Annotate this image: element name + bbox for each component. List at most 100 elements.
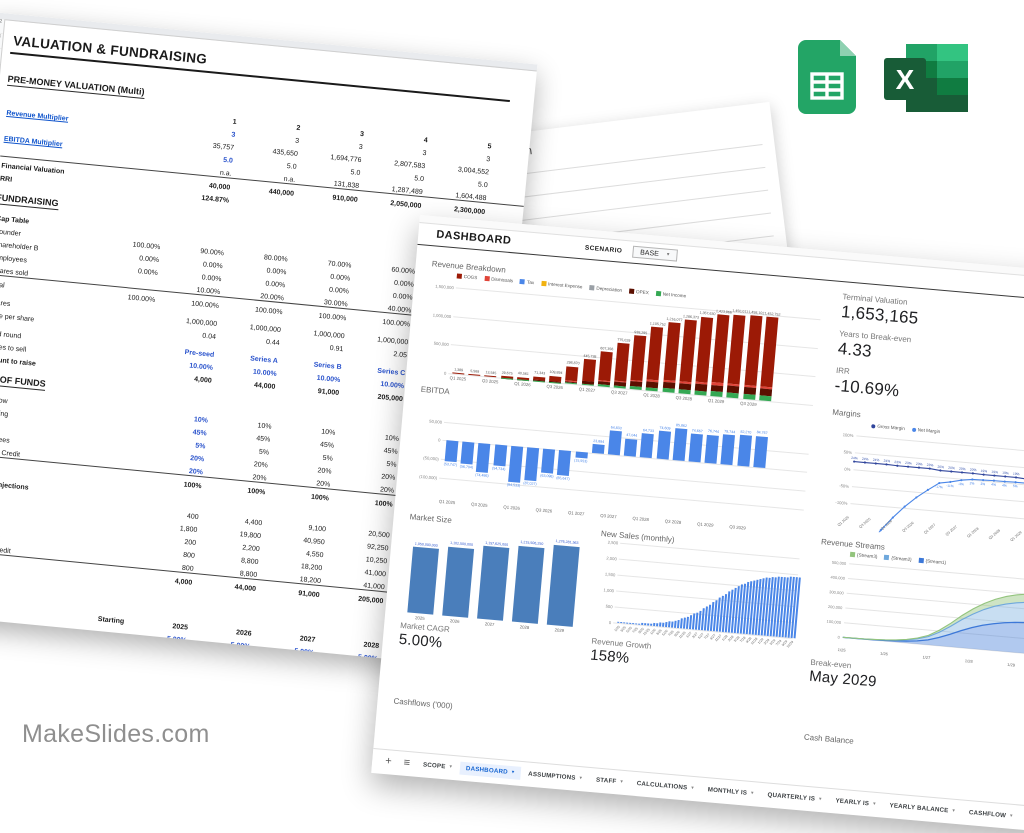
svg-text:50%: 50% (843, 449, 852, 455)
cell: 100.00% (163, 298, 227, 311)
axis-tick-label: 2028 (519, 624, 529, 630)
cell: 91,000 (283, 385, 347, 398)
cell: 10.00% (193, 651, 257, 664)
axis-tick-label: 0 (422, 369, 446, 376)
svg-text:Q1 2028: Q1 2028 (966, 527, 979, 539)
chevron-down-icon: ▾ (819, 796, 822, 802)
cell: 0.04 (160, 329, 224, 342)
legend-swatch (918, 558, 923, 563)
tab-monthly-is[interactable]: MONTHLY IS▾ (701, 782, 760, 800)
chart-bar (547, 545, 580, 627)
chart-bar (629, 623, 631, 624)
tab-assumptions[interactable]: ASSUMPTIONS▾ (522, 767, 589, 786)
legend-swatch (589, 285, 594, 290)
bar-value-label: (65,647) (556, 476, 570, 481)
tab-quarterly-is[interactable]: QUARTERLY IS▾ (761, 787, 828, 806)
row-label: Total (0, 461, 82, 479)
chart-bar (638, 623, 640, 625)
svg-text:24%: 24% (862, 457, 869, 462)
tab-dashboard[interactable]: DASHBOARD▾ (459, 761, 520, 779)
bar-value-label: (54,734) (492, 466, 506, 471)
svg-text:1/29: 1/29 (1007, 662, 1016, 668)
axis-tick-label: 1,500,000 (430, 283, 454, 290)
svg-text:Q3 2025: Q3 2025 (858, 517, 871, 529)
legend-item: COGS (457, 273, 478, 280)
bar-segment (728, 314, 746, 384)
cell: 100.00% (99, 292, 163, 305)
chevron-down-icon: ▾ (1010, 813, 1013, 819)
tab-label: DASHBOARD (466, 765, 508, 776)
tab-cashflow[interactable]: CASHFLOW▾ (962, 805, 1019, 823)
bar-value-label: 109,894 (549, 370, 562, 375)
gridline: 2,000 (619, 559, 798, 576)
bar-value-label: (94,533) (507, 483, 521, 488)
tab-label: STAFF (596, 776, 617, 785)
legend-item: Net Income (656, 291, 687, 299)
revenue-streams-chart: Revenue Streams {Stream3}{Stream2}{Strea… (811, 532, 1024, 679)
legend-swatch (457, 273, 462, 278)
cell: 4,000 (156, 372, 220, 385)
bar-segment (712, 314, 730, 383)
legend-label: Gross Margin (877, 424, 905, 431)
chart-bar (592, 444, 605, 454)
svg-text:20%: 20% (970, 468, 977, 473)
tab-staff[interactable]: STAFF▾ (589, 772, 629, 788)
legend-swatch (541, 281, 546, 286)
axis-tick-label: Q3 2025 (471, 502, 488, 508)
bar-value-label: 5,569 (470, 369, 479, 374)
svg-text:24%: 24% (873, 458, 880, 463)
tab-scope[interactable]: SCOPE▾ (416, 757, 458, 774)
legend-item: OPEX (629, 289, 649, 296)
bar-value-label: 775,029 (617, 338, 630, 343)
cell: 5.00% (194, 638, 258, 651)
bar-segment (694, 390, 706, 395)
cell: 5.00% (322, 651, 386, 664)
row-number: 3 (0, 33, 3, 49)
tab-yearly-balance[interactable]: YEARLY BALANCE▾ (883, 798, 961, 818)
svg-text:23%: 23% (905, 461, 912, 466)
add-sheet-icon[interactable]: + (380, 755, 397, 768)
axis-tick-label: Q3 2027 (600, 513, 617, 519)
chart-bar (759, 317, 778, 401)
cell: 10.00% (320, 664, 384, 668)
chart-bar (557, 450, 571, 476)
revenue-streams-svg: 500,000400,000300,000200,000100,00001/25… (811, 557, 1024, 674)
chart-bar (662, 322, 680, 393)
chevron-down-icon: ▾ (691, 785, 694, 791)
chart-bar (541, 449, 555, 474)
chart-bar (640, 433, 654, 458)
excel-icon: X (884, 44, 970, 117)
chart-bar (626, 623, 628, 624)
tab-calculations[interactable]: CALCULATIONS▾ (630, 776, 700, 795)
cell: 44,000 (219, 379, 283, 392)
bar-value-label: 64,833 (611, 425, 622, 430)
legend-item: Net Margin (912, 427, 941, 434)
svg-text:19%: 19% (991, 470, 998, 475)
svg-text:400,000: 400,000 (830, 574, 846, 580)
axis-tick-label: Q1 2029 (697, 521, 714, 527)
svg-text:Q1 2026: Q1 2026 (880, 519, 893, 531)
tab-valuation[interactable]: VALUATION▾ (1020, 810, 1024, 828)
chart-bar (656, 431, 670, 460)
svg-text:100%: 100% (843, 432, 854, 438)
axis-tick-label: 2,000 (593, 554, 617, 561)
legend-swatch (884, 555, 889, 560)
legend-label: Net Income (663, 291, 687, 298)
tab-yearly-is[interactable]: YEARLY IS▾ (829, 793, 882, 811)
svg-text:-3%: -3% (958, 482, 964, 487)
axis-tick-label: 0 (416, 436, 440, 443)
bar-segment (598, 351, 612, 381)
bar-value-label: 1,450,011 (732, 309, 748, 314)
bar-segment (727, 393, 739, 399)
gridline: (100,000) (439, 478, 804, 511)
cell (67, 633, 131, 639)
bar-value-label: 298,870 (566, 361, 579, 366)
scenario-select[interactable]: BASE ▾ (632, 246, 678, 262)
dashboard-title: DASHBOARD (436, 229, 512, 248)
svg-text:23%: 23% (916, 462, 923, 467)
axis-tick-label: Q3 2028 (675, 395, 692, 401)
axis-tick-label: 1,000,000 (427, 312, 451, 319)
chart-bar (630, 335, 647, 390)
